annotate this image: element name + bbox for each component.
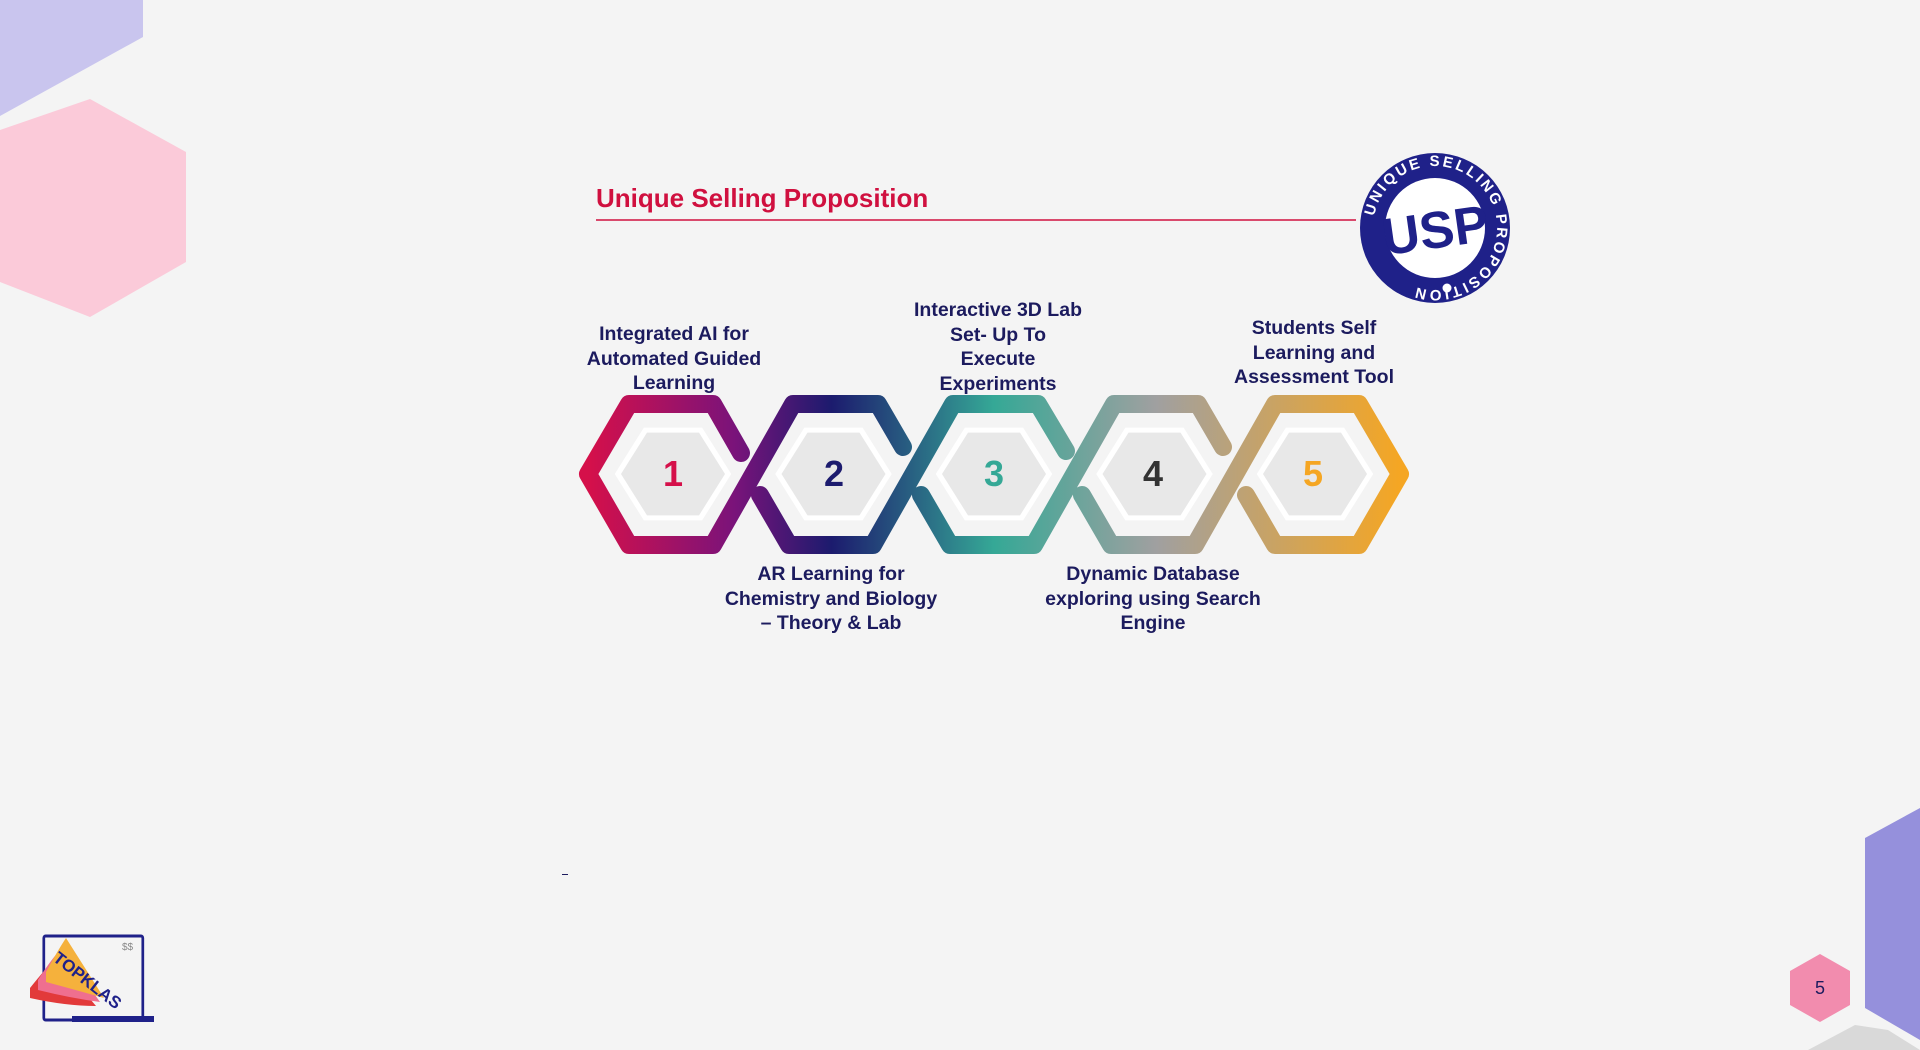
step-hexagon [1263, 432, 1367, 516]
step-2-number: 2 [823, 453, 845, 494]
chain-ribbon [579, 395, 1409, 554]
pink-hexagon [0, 99, 186, 317]
badge-inner-face [1385, 178, 1485, 278]
step-hexagon [942, 432, 1046, 516]
step-1-number: 1 [662, 453, 684, 494]
topklas-logo: TOPKLAS $$ [30, 934, 154, 1022]
step-3-number: 3 [983, 453, 1005, 494]
step-5-number: 5 [1302, 453, 1324, 494]
logo-base [72, 1016, 154, 1022]
step-hexagon [781, 432, 886, 516]
slide-title: Unique Selling Proposition [596, 183, 929, 213]
page-number-hexagon [1790, 954, 1850, 1022]
step-3-label: Interactive 3D Lab Set- Up To Execute Ex… [914, 299, 1082, 395]
step-5-label: Students Self Learning and Assessment To… [1233, 317, 1395, 388]
step-4-number: 4 [1142, 453, 1164, 494]
logo-page-orange [46, 938, 104, 998]
usp-badge: UNIQUE SELLING PROPOSITION USP [1360, 153, 1510, 303]
step-hexagon [621, 432, 725, 516]
step-4-label: Dynamic Database exploring using Search … [1045, 563, 1261, 634]
title-underline [596, 219, 1356, 221]
badge-dot [1442, 283, 1452, 293]
page-number: 5 [1814, 977, 1825, 998]
corner-triangle-top [0, 0, 143, 116]
step-2-label: AR Learning for Chemistry and Biology – … [724, 563, 938, 634]
step-hexagon [1102, 432, 1207, 516]
logo-screen-mark: $$ [122, 942, 134, 953]
step-1-label: Integrated AI for Automated Guided Learn… [586, 323, 762, 394]
corner-grey-bottom-right [1808, 1025, 1920, 1050]
step-hexagons [614, 427, 1374, 521]
hexagon-chain [579, 395, 1409, 554]
stray-dash [562, 874, 568, 875]
corner-strip-bottom-right [1865, 808, 1920, 1040]
